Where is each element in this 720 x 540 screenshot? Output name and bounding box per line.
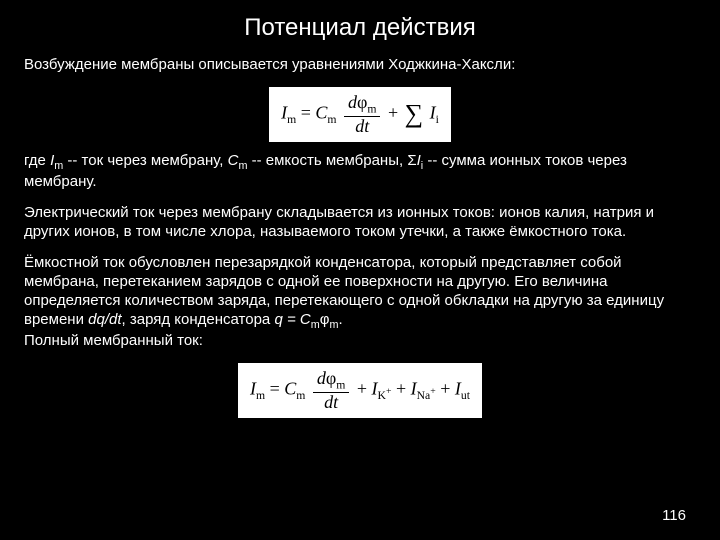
sigma-icon: ∑ (405, 101, 424, 127)
fraction-icon: dφm dt (313, 369, 349, 412)
intro-text: Возбуждение мембраны описывается уравнен… (24, 56, 696, 75)
where-text: где Im -- ток через мембрану, Cm -- емко… (24, 152, 696, 192)
equation-1: Im = Cm dφm dt + ∑ Ii (24, 87, 696, 142)
paragraph-3: Ёмкостной ток обусловлен перезарядкой ко… (24, 254, 696, 332)
paragraph-4: Полный мембранный ток: (24, 332, 696, 351)
slide-title: Потенциал действия (24, 14, 696, 42)
equation-2-box: Im = Cm dφm dt + IK+ + INa+ + Iut (238, 363, 482, 418)
fraction-icon: dφm dt (344, 93, 380, 136)
slide: Потенциал действия Возбуждение мембраны … (0, 0, 720, 540)
equation-2: Im = Cm dφm dt + IK+ + INa+ + Iut (24, 363, 696, 418)
equation-1-box: Im = Cm dφm dt + ∑ Ii (269, 87, 451, 142)
paragraph-2: Электрический ток через мембрану складыв… (24, 204, 696, 242)
page-number: 116 (662, 507, 686, 524)
